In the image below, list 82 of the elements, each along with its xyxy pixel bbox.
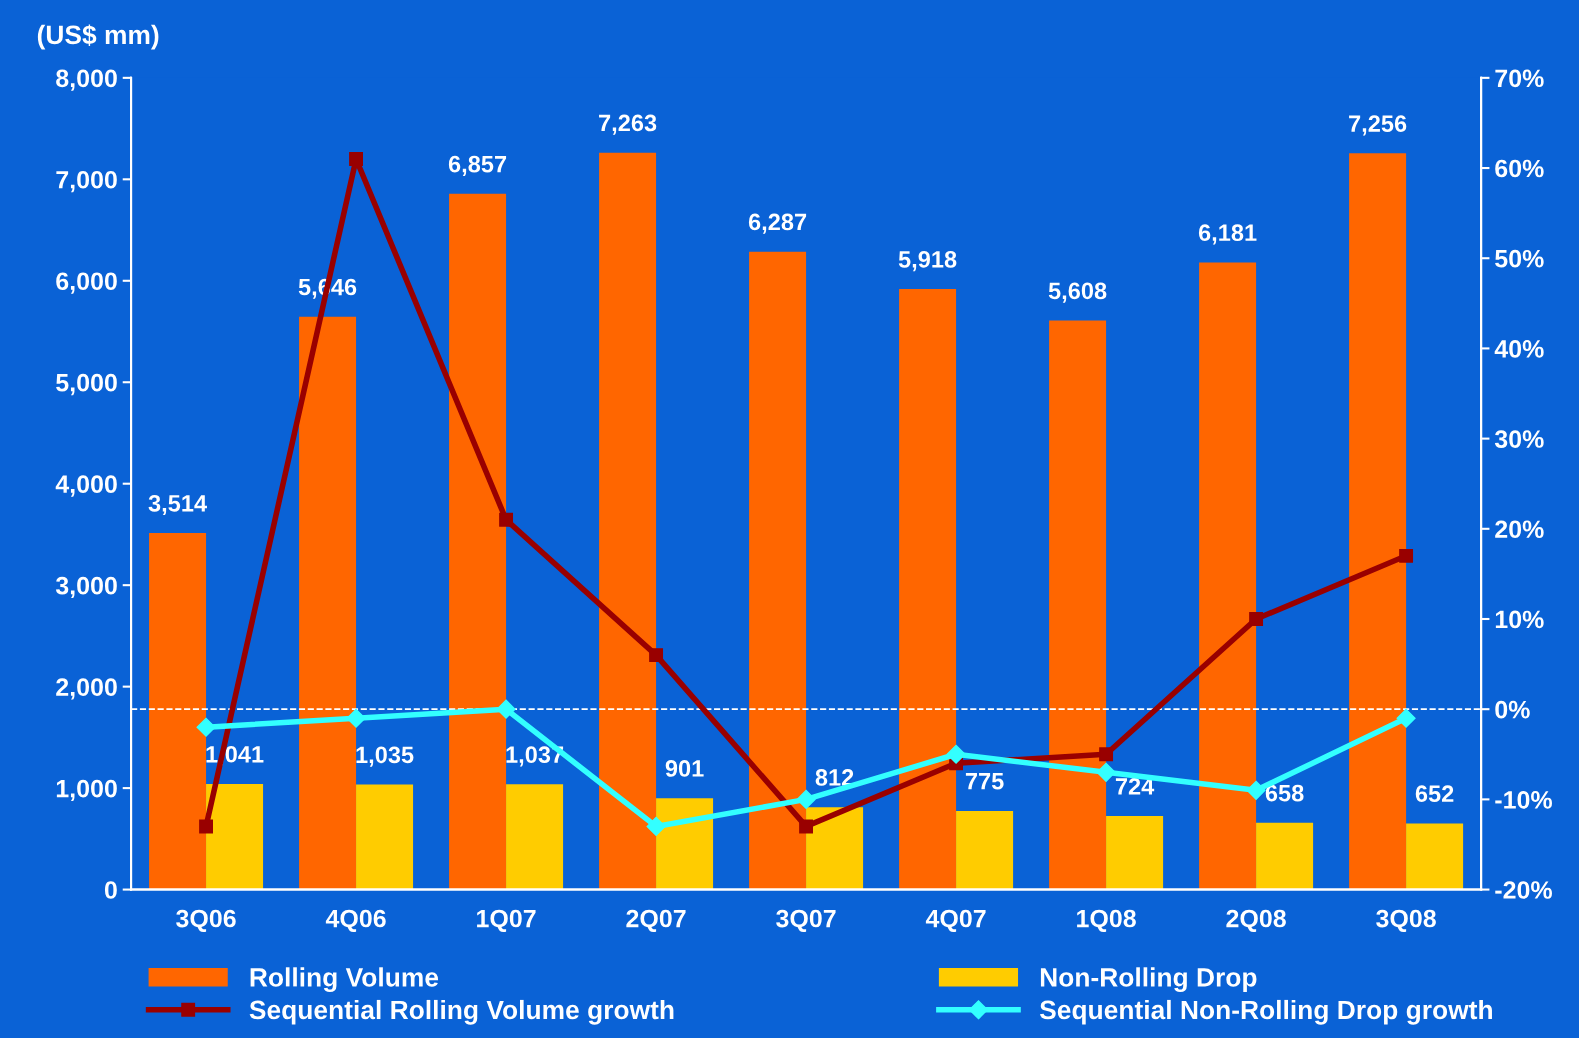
point — [1096, 762, 1116, 782]
data-label: 6,287 — [748, 213, 807, 234]
y2-tick-label: 50% — [1495, 249, 1544, 268]
point — [649, 648, 664, 663]
y-tick-label: 6,000 — [56, 272, 117, 294]
point — [946, 744, 966, 764]
bar — [449, 193, 507, 890]
x-tick-label: 4Q06 — [325, 909, 386, 933]
bar — [299, 316, 357, 890]
bar — [149, 533, 207, 890]
point — [796, 789, 816, 809]
legend-label: Sequential Non-Rolling Drop growth — [1039, 999, 1492, 1025]
point — [499, 512, 514, 527]
data-label: 7,256 — [1349, 115, 1407, 136]
bar — [1049, 320, 1107, 890]
y-tick-label: 4,000 — [55, 475, 117, 497]
bar — [806, 807, 864, 890]
data-label: 6,857 — [448, 155, 507, 176]
point — [1249, 612, 1264, 626]
y2-tick-label: 20% — [1495, 520, 1544, 539]
x-tick-label: 3Q08 — [1376, 909, 1436, 933]
bar — [1199, 262, 1257, 890]
point — [196, 717, 216, 737]
bar — [749, 251, 807, 890]
point — [349, 152, 364, 166]
data-label: 775 — [965, 773, 1004, 790]
y2-tick-label: 0% — [1495, 700, 1530, 719]
y2-tick-label: 30% — [1494, 430, 1544, 448]
data-label: 652 — [1415, 785, 1454, 803]
y-tick-label: 3,000 — [55, 576, 117, 599]
data-label: 6,181 — [1198, 224, 1257, 245]
bar — [1406, 823, 1464, 890]
x-tick-label: 2Q08 — [1226, 909, 1286, 933]
y2-tick-label: 60% — [1495, 159, 1544, 178]
y-tick-label: 2,000 — [56, 678, 117, 700]
x-tick-label: 3Q06 — [176, 909, 236, 933]
y-tick-label: 8,000 — [56, 69, 117, 91]
y-tick-label: 0 — [104, 881, 117, 899]
data-label: 901 — [665, 760, 704, 777]
x-tick-label: 1Q08 — [1077, 909, 1136, 933]
x-tick-label: 2Q07 — [626, 909, 686, 933]
legend-label: Rolling Volume — [250, 967, 439, 992]
bar — [899, 289, 957, 890]
legend-label: Sequential Rolling Volume growth — [249, 999, 674, 1025]
point — [799, 819, 814, 834]
bar — [1256, 822, 1314, 890]
data-label: 658 — [1265, 784, 1304, 802]
y-axis-title: (US$ mm) — [37, 24, 159, 50]
bar — [1349, 153, 1407, 890]
y-tick-label: 5,000 — [56, 373, 117, 396]
data-label: 7,263 — [599, 114, 657, 135]
x-tick-label: 4Q07 — [925, 909, 986, 933]
y2-tick-label: 70% — [1495, 69, 1544, 88]
y2-tick-label: -20% — [1495, 881, 1552, 899]
point — [1396, 708, 1416, 728]
bar — [599, 152, 657, 890]
point — [346, 708, 366, 728]
point — [496, 699, 516, 719]
y2-tick-label: -10% — [1495, 790, 1552, 809]
bar — [956, 810, 1014, 890]
bar — [356, 784, 414, 890]
y-tick-label: 1,000 — [56, 779, 117, 802]
bar — [1106, 816, 1164, 890]
point — [1246, 780, 1266, 800]
point — [646, 816, 666, 836]
legend-label: Non-Rolling Drop — [1040, 967, 1257, 992]
data-label: 724 — [1115, 778, 1155, 795]
data-label: 5,608 — [1048, 282, 1107, 303]
bar — [506, 784, 564, 890]
data-label: 5,918 — [898, 251, 957, 272]
data-label: 3,514 — [148, 494, 207, 516]
bar — [206, 783, 264, 890]
y2-tick-label: 40% — [1494, 340, 1544, 358]
point — [1399, 548, 1414, 563]
point — [1099, 747, 1114, 762]
x-tick-label: 3Q07 — [776, 909, 836, 933]
x-tick-label: 1Q07 — [477, 909, 536, 933]
point — [199, 819, 214, 834]
y-tick-label: 7,000 — [56, 170, 117, 193]
y2-tick-label: 10% — [1495, 610, 1544, 629]
data-label: 1,035 — [356, 746, 414, 767]
bar — [656, 798, 714, 890]
